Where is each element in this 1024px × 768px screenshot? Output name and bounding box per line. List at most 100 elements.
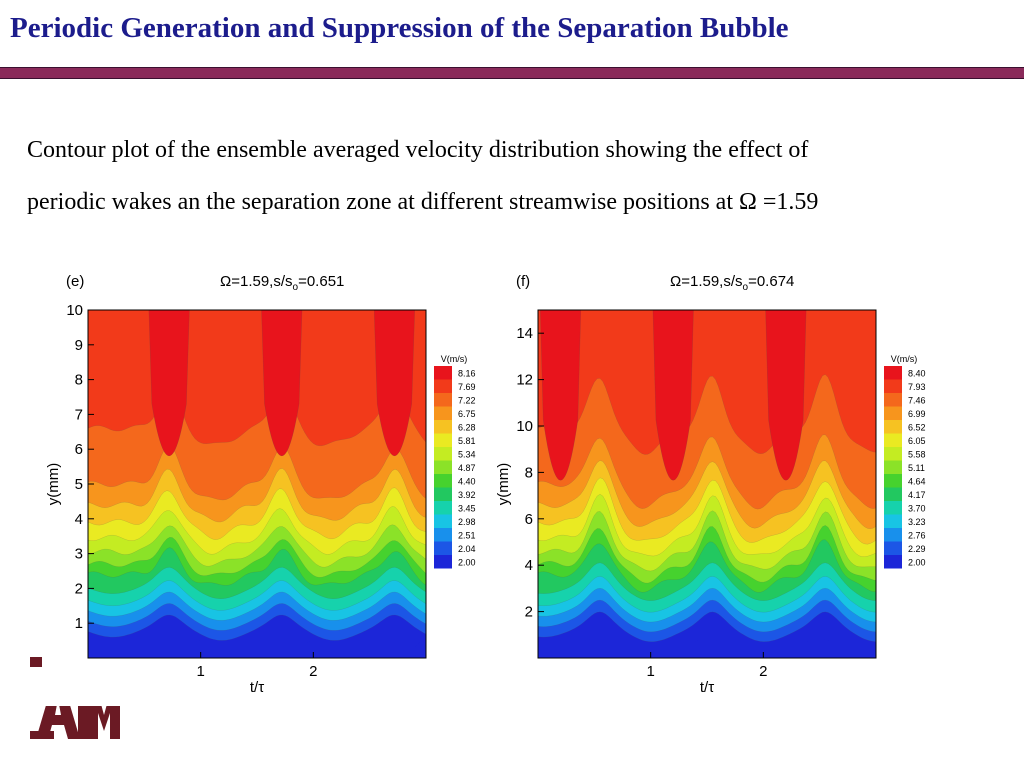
chart-0-x-tick-label: 1 xyxy=(196,663,204,680)
chart-1-legend-swatch xyxy=(884,528,902,542)
chart-0-x-axis-label: t/τ xyxy=(250,679,264,696)
chart-0-legend-label: 7.22 xyxy=(458,396,476,406)
chart-1-y-tick-label: 10 xyxy=(516,418,533,435)
title-divider-bar xyxy=(0,67,1024,79)
chart-1-low-pocket xyxy=(574,639,615,658)
contour-panel-f: 2 4 6 8 10 12 14 1 2 t/τ y(mm) (f) Ω=1.59,s/so=0.674… xyxy=(492,256,942,706)
chart-1-legend-label: 7.46 xyxy=(908,396,926,406)
chart-0-y-tick-label: 7 xyxy=(75,406,83,423)
chart-0-legend-label: 4.40 xyxy=(458,477,476,487)
chart-1-y-tick-label: 6 xyxy=(525,511,533,528)
chart-0-y-tick-label: 8 xyxy=(75,372,83,389)
chart-0-legend-swatch xyxy=(434,379,452,393)
chart-0-legend-label: 2.51 xyxy=(458,531,476,541)
chart-1-legend-label: 4.17 xyxy=(908,490,926,500)
chart-1-legend-swatch xyxy=(884,541,902,555)
chart-0-y-axis-label: y(mm) xyxy=(45,463,62,505)
description-line-1: Contour plot of the ensemble averaged ve… xyxy=(27,137,809,163)
chart-1-x-axis-label: t/τ xyxy=(700,679,714,696)
chart-1-legend-swatch xyxy=(884,514,902,528)
chart-1-contour-field xyxy=(538,310,876,658)
chart-1-legend-label: 3.70 xyxy=(908,504,926,514)
chart-0-legend-label: 5.34 xyxy=(458,450,476,460)
chart-1-legend-swatch xyxy=(884,487,902,501)
chart-1-legend-label: 2.76 xyxy=(908,531,926,541)
chart-1-legend-swatch xyxy=(884,460,902,474)
chart-0-contour-field xyxy=(88,310,426,658)
contour-chart-e: 1 2 3 4 5 6 7 8 9 10 1 2 t/τ y(mm) (e) Ω=1.59,s/so=0.65… xyxy=(45,273,476,696)
description-line-2: periodic wakes an the separation zone at… xyxy=(27,189,819,215)
slide-title: Periodic Generation and Suppression of t… xyxy=(10,12,789,44)
chart-1-high-core xyxy=(540,310,582,481)
chart-0-legend-swatch xyxy=(434,487,452,501)
chart-1-y-tick-label: 8 xyxy=(525,464,533,481)
chart-0-legend-label: 3.45 xyxy=(458,504,476,514)
chart-0-legend-swatch xyxy=(434,528,452,542)
chart-1-legend-title: V(m/s) xyxy=(891,354,918,364)
chart-1-y-tick-label: 2 xyxy=(525,604,533,621)
chart-1-plot-frame xyxy=(537,309,877,659)
chart-1-legend-label: 5.11 xyxy=(908,463,925,473)
chart-1-band xyxy=(538,611,876,658)
chart-1-x-tick-label: 1 xyxy=(646,663,654,680)
chart-1-legend-label: 4.64 xyxy=(908,477,926,487)
chart-0-high-core xyxy=(148,310,190,456)
chart-0-title: Ω=1.59,s/so=0.651 xyxy=(220,273,344,293)
chart-1-legend-label: 6.52 xyxy=(908,423,926,433)
chart-0-legend-label: 8.16 xyxy=(458,369,476,379)
chart-1-legend-label: 6.99 xyxy=(908,409,926,419)
chart-0-legend-label: 2.00 xyxy=(458,558,476,568)
chart-1-legend-label: 2.00 xyxy=(908,558,926,568)
chart-0-legend-swatch xyxy=(434,420,452,434)
chart-1-legend-swatch xyxy=(884,474,902,488)
chart-1-high-core xyxy=(765,310,807,481)
chart-1-legend-swatch xyxy=(884,379,902,393)
chart-0-y-tick-label: 3 xyxy=(75,546,83,563)
chart-0-legend-label: 4.87 xyxy=(458,463,476,473)
chart-0-legend-label: 6.75 xyxy=(458,409,476,419)
chart-1-panel-label: (f) xyxy=(516,273,530,290)
chart-1-legend-swatch xyxy=(884,433,902,447)
chart-0-legend-label: 3.92 xyxy=(458,490,476,500)
chart-0-y-tick-label: 5 xyxy=(75,476,83,493)
chart-1-legend-swatch xyxy=(884,420,902,434)
chart-0-legend-swatch xyxy=(434,460,452,474)
chart-0-legend-swatch xyxy=(434,393,452,407)
chart-0-legend-swatch xyxy=(434,541,452,555)
chart-0-legend-swatch xyxy=(434,501,452,515)
chart-0-y-tick-label: 4 xyxy=(75,511,83,528)
chart-1-legend-swatch xyxy=(884,393,902,407)
chart-1-y-tick-label: 4 xyxy=(525,557,533,574)
chart-1-legend-swatch xyxy=(884,447,902,461)
chart-1-y-tick-label: 12 xyxy=(516,372,533,389)
chart-0-high-core xyxy=(373,310,415,456)
chart-1-legend-label: 5.58 xyxy=(908,450,926,460)
chart-0-legend-swatch xyxy=(434,433,452,447)
chart-1-y-tick-label: 14 xyxy=(516,325,533,342)
chart-0-high-core xyxy=(261,310,303,456)
chart-0-legend-label: 6.28 xyxy=(458,423,476,433)
chart-1-legend-label: 8.40 xyxy=(908,369,926,379)
chart-0-low-pocket xyxy=(413,640,426,658)
chart-1-title: Ω=1.59,s/so=0.674 xyxy=(670,273,794,293)
chart-1-low-pocket xyxy=(799,639,840,658)
chart-1-y-axis-label: y(mm) xyxy=(495,463,512,505)
chart-1-legend-swatch xyxy=(884,501,902,515)
chart-0-legend-swatch xyxy=(434,366,452,380)
chart-0-y-tick-label: 9 xyxy=(75,337,83,354)
slide-description: Contour plot of the ensemble averaged ve… xyxy=(27,124,1007,228)
chart-1-high-core xyxy=(652,310,694,481)
chart-0-legend-swatch xyxy=(434,474,452,488)
chart-0-legend-label: 2.04 xyxy=(458,544,476,554)
chart-0-legend-label: 5.81 xyxy=(458,436,476,446)
chart-0-x-tick-label: 2 xyxy=(309,663,317,680)
chart-0-legend-swatch xyxy=(434,514,452,528)
chart-0-panel-label: (e) xyxy=(66,273,84,290)
chart-1-legend-swatch xyxy=(884,406,902,420)
contour-panel-e: 1 2 3 4 5 6 7 8 9 10 1 2 t/τ y(mm) (e) Ω=1.59,s/so=0.65… xyxy=(42,256,492,706)
chart-0-legend-swatch xyxy=(434,406,452,420)
chart-0-legend-title: V(m/s) xyxy=(441,354,468,364)
chart-0-y-tick-label: 2 xyxy=(75,580,83,597)
chart-1-x-tick-label: 2 xyxy=(759,663,767,680)
